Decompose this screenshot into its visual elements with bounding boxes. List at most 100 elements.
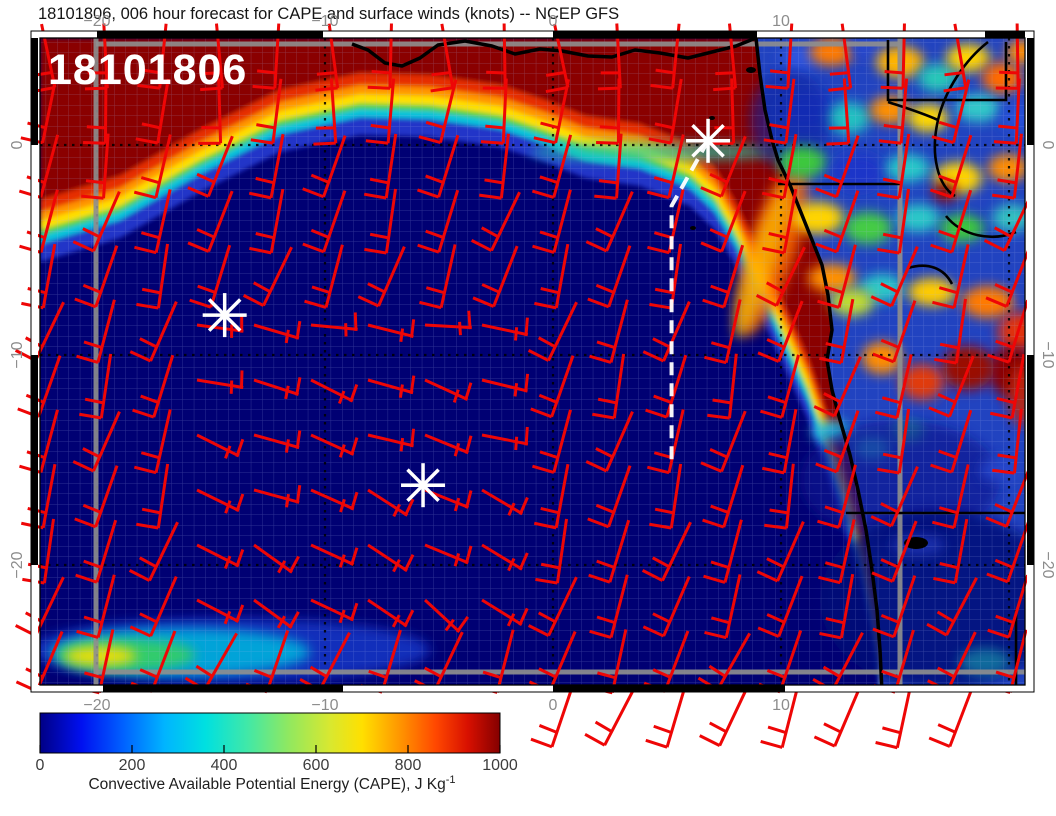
wind-barb <box>762 188 798 255</box>
wind-barb-stroke <box>139 668 159 679</box>
wind-barb-stroke <box>135 137 159 145</box>
wind-barb <box>704 574 742 640</box>
wind-barb <box>129 575 178 638</box>
wind-barb-stroke <box>250 138 274 145</box>
wind-barb-stroke <box>527 349 550 362</box>
domain-boundary-lines <box>93 38 1025 685</box>
wind-barb-stroke <box>269 133 285 199</box>
wind-barb-stroke <box>136 302 159 310</box>
wind-barb-stroke <box>534 301 557 310</box>
wind-barb-stroke <box>595 447 614 459</box>
wind-barb-stroke <box>338 444 346 458</box>
wind-barb-stroke <box>712 398 732 405</box>
wind-barb-stroke <box>994 558 1014 569</box>
wind-barb-stroke <box>764 523 787 530</box>
wind-barb-stroke <box>757 626 780 638</box>
wind-barb-stroke <box>945 577 978 636</box>
wind-barb <box>133 134 172 200</box>
wind-barb-stroke <box>416 188 440 199</box>
wind-barb-stroke <box>141 287 162 295</box>
wind-barb-stroke <box>605 411 634 472</box>
wind-barb-stroke <box>284 439 290 453</box>
wind-barb-stroke <box>453 497 461 512</box>
wind-barb <box>302 190 347 254</box>
x-tick-label: −10 <box>311 697 338 714</box>
wind-barb-stroke <box>37 355 62 418</box>
wind-barb-stroke <box>201 125 221 130</box>
wind-barb-stroke <box>140 451 161 460</box>
wind-barb-stroke <box>890 466 919 527</box>
country-border <box>907 264 954 285</box>
wind-barb-stroke <box>202 71 222 76</box>
wind-barb-stroke <box>600 71 621 75</box>
wind-barb-stroke <box>353 312 358 331</box>
wind-barb <box>707 353 738 420</box>
wind-barb-stroke <box>514 436 519 451</box>
wind-barb-stroke <box>311 285 331 295</box>
wind-barb-stroke <box>196 378 244 389</box>
wind-barb <box>641 521 692 582</box>
wind-barb <box>876 133 911 200</box>
wind-barb <box>533 79 571 145</box>
wind-barb-stroke <box>877 247 900 255</box>
wind-barb-stroke <box>97 629 115 694</box>
wind-barb <box>128 521 179 582</box>
wind-barb <box>993 78 1021 145</box>
wind-barb <box>253 484 302 508</box>
wind-barb <box>196 598 245 625</box>
wind-barb-stroke <box>235 604 245 623</box>
wind-barb-stroke <box>650 83 673 90</box>
wind-barb-stroke <box>92 411 121 472</box>
wind-barb-stroke <box>769 123 789 130</box>
wind-barb-stroke <box>349 383 359 403</box>
wind-barb-stroke <box>603 686 636 746</box>
wind-barb-stroke <box>41 463 57 529</box>
wind-barb <box>870 466 919 528</box>
wind-barb-stroke <box>136 522 159 530</box>
wind-barb <box>877 408 911 475</box>
wind-barb-stroke <box>665 684 687 748</box>
wind-barb-stroke <box>399 437 405 452</box>
wind-barb <box>649 463 683 530</box>
wind-barb <box>196 543 245 570</box>
wind-barb-stroke <box>85 179 106 185</box>
wind-barb-stroke <box>540 562 561 570</box>
wind-barb <box>755 246 806 307</box>
wind-barb <box>72 411 121 473</box>
wind-barb-stroke <box>596 559 616 570</box>
wind-barb <box>132 354 175 419</box>
wind-barb-stroke <box>310 598 355 622</box>
wind-barb <box>133 409 172 475</box>
wind-barb-stroke <box>524 426 529 446</box>
wind-barb-stroke <box>597 397 618 405</box>
wind-barb-stroke <box>507 502 516 516</box>
wind-barb-stroke <box>198 141 221 145</box>
wind-barb-stroke <box>646 190 670 200</box>
wind-barb-stroke <box>223 610 232 625</box>
wind-barb-stroke <box>338 609 346 624</box>
wind-barb-stroke <box>815 187 838 199</box>
map-frame <box>30 30 1035 693</box>
wind-barb-stroke <box>95 519 118 583</box>
wind-barb-stroke <box>224 445 232 459</box>
wind-barb-stroke <box>367 433 414 448</box>
wind-barb-stroke <box>41 79 58 144</box>
wind-barb-stroke <box>998 124 1018 130</box>
wind-barb <box>648 78 683 145</box>
wind-barb-stroke <box>349 602 359 622</box>
wind-barb-stroke <box>652 612 671 624</box>
wind-barb-stroke <box>484 178 504 185</box>
wind-barb-stroke <box>295 484 302 504</box>
wind-barb-stroke <box>825 617 846 625</box>
wind-barb <box>815 190 860 254</box>
wind-barb-stroke <box>884 70 905 75</box>
wind-barb-stroke <box>1012 133 1023 199</box>
wind-barb <box>815 410 860 474</box>
wind-barb-stroke <box>608 519 631 583</box>
wind-barb <box>313 78 338 146</box>
wind-barb <box>367 319 416 342</box>
wind-barb <box>418 79 458 145</box>
wind-barb <box>933 518 969 585</box>
wind-barb-stroke <box>937 723 957 734</box>
wind-barb-stroke <box>217 78 223 144</box>
